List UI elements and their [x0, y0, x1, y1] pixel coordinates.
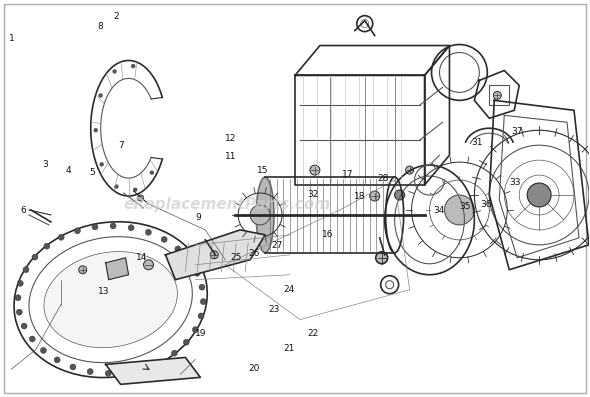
Circle shape — [395, 190, 405, 200]
Ellipse shape — [44, 252, 178, 348]
Text: 33: 33 — [510, 178, 521, 187]
Text: 25: 25 — [231, 253, 242, 262]
Text: 4: 4 — [66, 166, 71, 175]
Text: 23: 23 — [268, 305, 280, 314]
Circle shape — [145, 229, 152, 235]
Circle shape — [100, 163, 103, 166]
Text: 17: 17 — [342, 170, 353, 179]
Circle shape — [199, 284, 205, 290]
Circle shape — [41, 347, 47, 353]
Text: 16: 16 — [322, 229, 333, 239]
Text: 5: 5 — [89, 168, 95, 177]
Circle shape — [87, 368, 93, 374]
Circle shape — [44, 243, 50, 249]
Circle shape — [186, 257, 192, 263]
Text: 2: 2 — [113, 12, 119, 21]
Text: 12: 12 — [225, 134, 236, 143]
Circle shape — [134, 188, 137, 191]
Circle shape — [54, 357, 60, 363]
Circle shape — [198, 313, 204, 319]
Text: 19: 19 — [195, 328, 206, 337]
Text: 15: 15 — [257, 166, 268, 175]
Text: eReplacementParts.com: eReplacementParts.com — [124, 197, 331, 212]
Circle shape — [94, 129, 97, 132]
Text: 32: 32 — [307, 190, 319, 199]
Text: 31: 31 — [471, 138, 483, 147]
Text: 22: 22 — [307, 328, 318, 337]
Circle shape — [141, 366, 147, 372]
Text: 9: 9 — [195, 213, 201, 222]
Circle shape — [194, 270, 200, 276]
Text: 14: 14 — [136, 253, 148, 262]
Polygon shape — [106, 357, 201, 384]
Circle shape — [21, 323, 27, 329]
Circle shape — [175, 246, 181, 252]
Text: 20: 20 — [248, 364, 260, 373]
Circle shape — [527, 183, 551, 207]
Polygon shape — [106, 258, 129, 280]
Circle shape — [15, 295, 21, 301]
Circle shape — [192, 327, 198, 333]
Circle shape — [376, 252, 388, 264]
Circle shape — [405, 166, 414, 174]
Circle shape — [78, 266, 87, 274]
Circle shape — [70, 364, 76, 370]
Circle shape — [115, 185, 118, 188]
Circle shape — [123, 369, 129, 375]
Text: 36: 36 — [480, 200, 492, 209]
Circle shape — [58, 234, 64, 240]
Circle shape — [210, 251, 218, 259]
Text: 34: 34 — [434, 206, 445, 215]
Circle shape — [444, 195, 474, 225]
Circle shape — [30, 336, 35, 342]
Text: 1: 1 — [9, 34, 15, 43]
Circle shape — [23, 267, 29, 273]
Circle shape — [92, 224, 98, 230]
Circle shape — [200, 299, 206, 304]
Text: 28: 28 — [378, 174, 389, 183]
Circle shape — [137, 195, 143, 201]
Text: 35: 35 — [460, 202, 471, 211]
Circle shape — [99, 94, 102, 97]
Text: 8: 8 — [97, 22, 103, 31]
Text: 26: 26 — [248, 249, 260, 258]
Circle shape — [161, 237, 167, 243]
Text: 37: 37 — [512, 127, 523, 136]
Text: 21: 21 — [283, 344, 295, 353]
Polygon shape — [165, 230, 265, 280]
Circle shape — [128, 225, 134, 231]
Text: 13: 13 — [98, 287, 110, 296]
Circle shape — [105, 370, 111, 376]
Ellipse shape — [256, 177, 274, 253]
Text: 3: 3 — [42, 160, 48, 170]
Text: 24: 24 — [284, 285, 295, 294]
Circle shape — [172, 350, 178, 356]
Text: 18: 18 — [354, 192, 365, 201]
Circle shape — [183, 339, 189, 345]
Circle shape — [17, 280, 23, 286]
Circle shape — [493, 91, 501, 99]
Circle shape — [132, 65, 135, 67]
Circle shape — [143, 260, 153, 270]
Circle shape — [310, 165, 320, 175]
Text: 27: 27 — [271, 241, 283, 251]
Circle shape — [370, 191, 380, 201]
Circle shape — [250, 205, 270, 225]
Circle shape — [113, 70, 116, 73]
Circle shape — [74, 228, 80, 234]
Circle shape — [17, 309, 22, 315]
Text: 11: 11 — [225, 152, 236, 162]
Circle shape — [150, 171, 153, 174]
Circle shape — [110, 223, 116, 229]
Text: 6: 6 — [21, 206, 26, 215]
Circle shape — [157, 359, 163, 365]
Text: 7: 7 — [119, 141, 124, 150]
Circle shape — [32, 254, 38, 260]
